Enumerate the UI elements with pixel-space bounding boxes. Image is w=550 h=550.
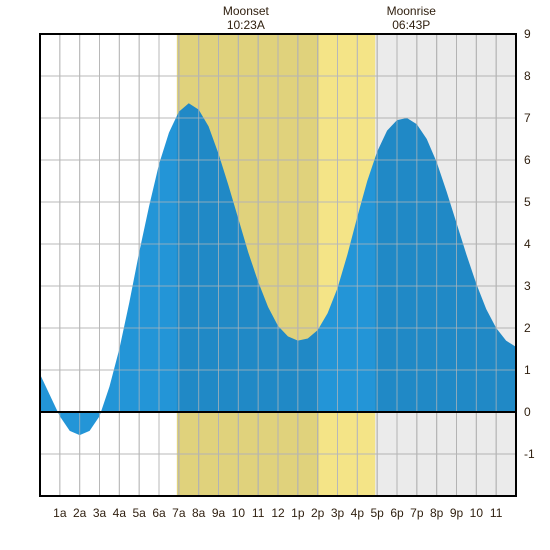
moonset-label: Moonset10:23A [223,4,269,32]
x-tick-10: 10 [232,506,245,520]
y-tick-5: 5 [524,195,531,209]
y-tick-1: 1 [524,363,531,377]
x-tick-9: 9a [212,506,225,520]
x-tick-23: 11 [490,506,502,520]
x-tick-1: 1a [53,506,66,520]
x-tick-19: 7p [410,506,423,520]
x-tick-4: 4a [113,506,126,520]
x-tick-12: 12 [271,506,284,520]
moonrise-title: Moonrise [387,4,436,18]
x-tick-6: 6a [152,506,165,520]
y-tick-2: 2 [524,321,531,335]
moonset-time: 10:23A [223,18,269,32]
shade-band-1 [375,34,516,496]
moonset-title: Moonset [223,4,269,18]
x-tick-18: 6p [390,506,403,520]
y-tick-0: 0 [524,405,531,419]
x-tick-2: 2a [73,506,86,520]
x-tick-20: 8p [430,506,443,520]
moonrise-time: 06:43P [387,18,436,32]
y-tick-9: 9 [524,27,531,41]
y-tick-8: 8 [524,69,531,83]
x-tick-8: 8a [192,506,205,520]
y-tick-4: 4 [524,237,531,251]
x-tick-5: 5a [132,506,145,520]
x-tick-3: 3a [93,506,106,520]
moonrise-label: Moonrise06:43P [387,4,436,32]
y-tick-3: 3 [524,279,531,293]
x-tick-15: 3p [331,506,344,520]
x-tick-22: 10 [470,506,483,520]
y-tick--1: -1 [524,447,535,461]
x-tick-7: 7a [172,506,185,520]
x-tick-21: 9p [450,506,463,520]
x-tick-17: 5p [370,506,383,520]
tide-chart: 1a2a3a4a5a6a7a8a9a1011121p2p3p4p5p6p7p8p… [0,0,550,550]
chart-canvas [0,0,550,550]
y-tick-7: 7 [524,111,531,125]
x-tick-13: 1p [291,506,304,520]
y-tick-6: 6 [524,153,531,167]
x-tick-11: 11 [252,506,264,520]
x-tick-14: 2p [311,506,324,520]
x-tick-16: 4p [351,506,364,520]
